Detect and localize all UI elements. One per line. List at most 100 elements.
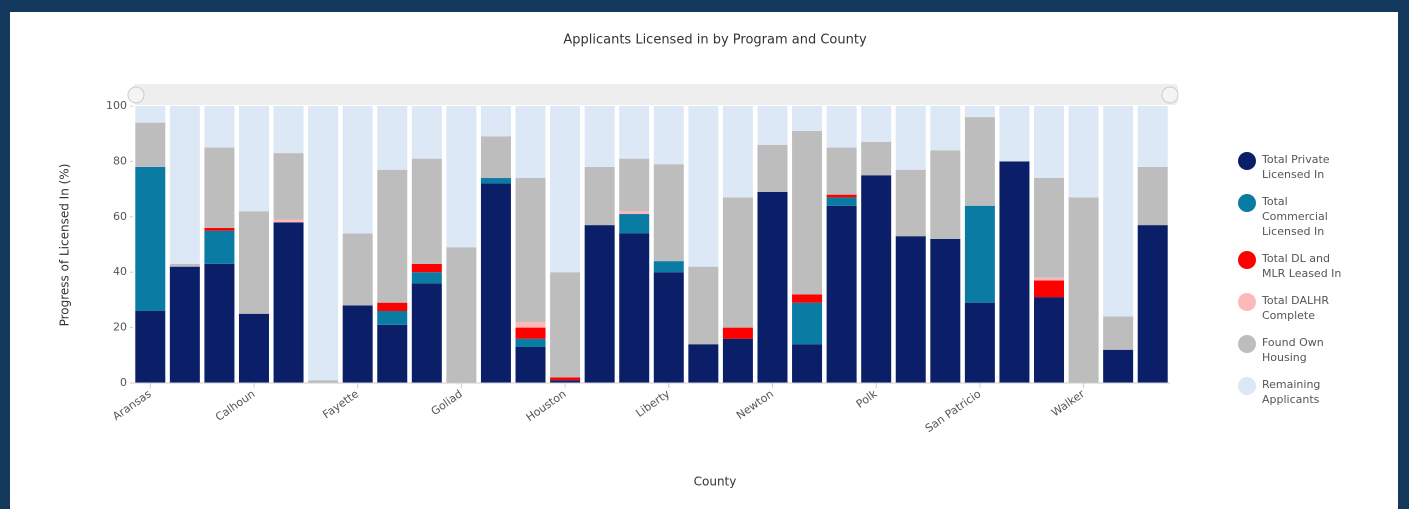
y-tick-label: 100 bbox=[106, 99, 127, 112]
x-tick-label: Liberty bbox=[633, 387, 672, 420]
bar-segment bbox=[792, 130, 823, 295]
bar-segment bbox=[1137, 166, 1168, 226]
x-tick-label: Calhoun bbox=[213, 387, 257, 424]
bar-segment bbox=[1137, 225, 1168, 383]
bar-segment bbox=[515, 327, 546, 339]
bar-segment bbox=[619, 233, 650, 383]
legend-label: Remaining Applicants bbox=[1262, 378, 1321, 406]
zoom-handle[interactable] bbox=[127, 86, 145, 104]
bar-segment bbox=[169, 263, 200, 267]
y-axis-title: Progress of Licensed In (%) bbox=[58, 164, 72, 327]
legend-item[interactable]: Found Own Housing bbox=[1238, 335, 1388, 365]
bar-segment bbox=[550, 272, 581, 378]
legend-swatch bbox=[1238, 194, 1256, 212]
legend-label: Total Commercial Licensed In bbox=[1262, 195, 1328, 238]
x-tick-label: Newton bbox=[734, 387, 776, 422]
bar-segment bbox=[653, 272, 684, 383]
bar-segment bbox=[308, 380, 339, 383]
legend-item[interactable]: Remaining Applicants bbox=[1238, 377, 1388, 407]
bar-segment bbox=[861, 142, 892, 176]
bar-segment bbox=[480, 136, 511, 179]
bar-segment bbox=[895, 236, 926, 383]
legend-swatch bbox=[1238, 377, 1256, 395]
bar-segment bbox=[895, 169, 926, 237]
bar-segment bbox=[238, 106, 269, 212]
legend-item[interactable]: Total Private Licensed In bbox=[1238, 152, 1388, 182]
bar-segment bbox=[238, 313, 269, 383]
bar-segment bbox=[515, 322, 546, 328]
zoom-scrollbar[interactable] bbox=[133, 84, 1178, 105]
bar-segment bbox=[653, 261, 684, 273]
bar-segment bbox=[342, 233, 373, 306]
bar-segment bbox=[515, 178, 546, 323]
x-tick-label: Aransas bbox=[110, 387, 154, 423]
bar-segment bbox=[342, 305, 373, 383]
bar-segment bbox=[204, 230, 235, 264]
bar-segment bbox=[1034, 178, 1065, 278]
bar-segment bbox=[550, 380, 581, 383]
bar-segment bbox=[273, 153, 304, 220]
bar-segment bbox=[1068, 106, 1099, 198]
bar-segment bbox=[930, 150, 961, 239]
bar-segment bbox=[826, 197, 857, 206]
bar-segment bbox=[273, 219, 304, 223]
bar-segment bbox=[964, 117, 995, 206]
bar-segment bbox=[722, 338, 753, 383]
x-tick-label: Polk bbox=[854, 387, 880, 411]
bar-segment bbox=[273, 222, 304, 383]
bar-segment bbox=[930, 106, 961, 151]
bar-segment bbox=[169, 106, 200, 264]
bar-segment bbox=[273, 106, 304, 154]
bar-segment bbox=[1103, 106, 1134, 317]
x-tick-label: Walker bbox=[1049, 387, 1087, 419]
bar-segment bbox=[1034, 106, 1065, 179]
bar-segment bbox=[722, 106, 753, 198]
bar-segment bbox=[895, 106, 926, 170]
y-tick-label: 40 bbox=[113, 265, 127, 278]
legend-item[interactable]: Total DL and MLR Leased In bbox=[1238, 251, 1388, 281]
bar-segment bbox=[515, 338, 546, 347]
bar-segment bbox=[792, 106, 823, 131]
bar-segment bbox=[964, 302, 995, 383]
legend-swatch bbox=[1238, 251, 1256, 269]
bar-segment bbox=[584, 166, 615, 226]
bar-segment bbox=[619, 158, 650, 212]
bar-segment bbox=[135, 310, 166, 383]
bar-segment bbox=[204, 263, 235, 383]
bar-segment bbox=[550, 106, 581, 273]
x-tick-label: Fayette bbox=[320, 387, 361, 421]
bar-segment bbox=[411, 158, 442, 264]
chart-title: Applicants Licensed in by Program and Co… bbox=[563, 33, 867, 48]
x-tick-label: Houston bbox=[524, 387, 569, 424]
bar-segment bbox=[411, 283, 442, 383]
bar-segment bbox=[619, 106, 650, 159]
bar-segment bbox=[238, 211, 269, 314]
bar-segment bbox=[722, 327, 753, 339]
bar-segment bbox=[930, 238, 961, 383]
x-tick-label: San Patricio bbox=[923, 387, 984, 435]
bar-segment bbox=[757, 191, 788, 383]
y-tick-label: 80 bbox=[113, 154, 127, 167]
bar-segment bbox=[826, 205, 857, 383]
bar-segment bbox=[135, 106, 166, 123]
bar-segment bbox=[480, 183, 511, 383]
bar-segment bbox=[135, 122, 166, 167]
bar-segment bbox=[204, 147, 235, 228]
bar-segment bbox=[342, 106, 373, 234]
zoom-handle[interactable] bbox=[1161, 86, 1179, 104]
legend-label: Total DALHR Complete bbox=[1262, 294, 1330, 322]
bar-segment bbox=[377, 324, 408, 383]
bar-segment bbox=[377, 302, 408, 311]
bar-segment bbox=[688, 106, 719, 267]
bar-segment bbox=[584, 225, 615, 383]
legend-swatch bbox=[1238, 152, 1256, 170]
bar-segment bbox=[861, 106, 892, 143]
bar-segment bbox=[861, 175, 892, 383]
bar-segment bbox=[757, 144, 788, 192]
legend-swatch bbox=[1238, 293, 1256, 311]
y-tick-label: 60 bbox=[113, 210, 127, 223]
bar-segment bbox=[757, 106, 788, 145]
bar-segment bbox=[377, 310, 408, 325]
legend-item[interactable]: Total DALHR Complete bbox=[1238, 293, 1388, 323]
legend-item[interactable]: Total Commercial Licensed In bbox=[1238, 194, 1388, 239]
